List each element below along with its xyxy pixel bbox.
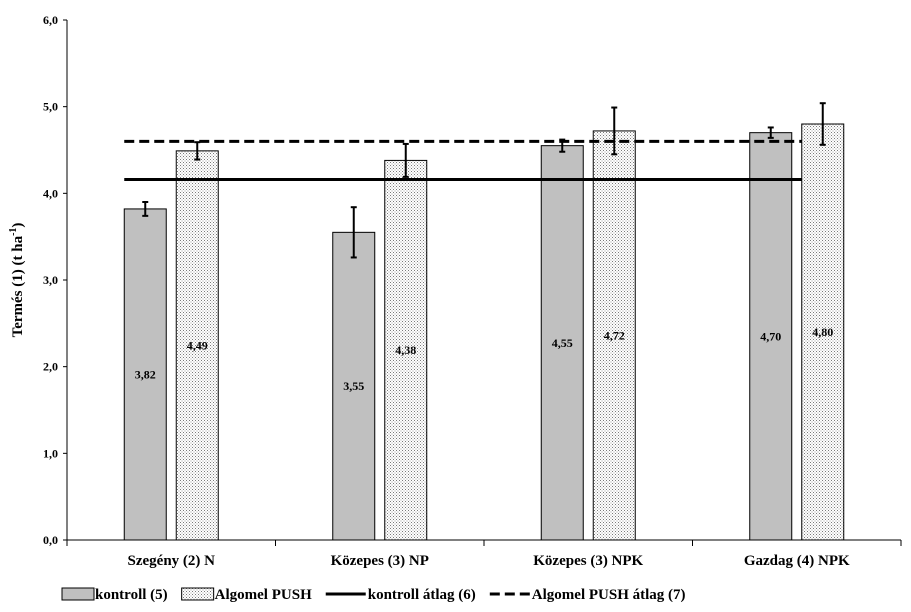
bars	[123, 123, 845, 541]
y-tick-label: 3,0	[43, 273, 58, 287]
y-tick-label: 2,0	[43, 360, 58, 374]
data-label: 4,72	[604, 328, 625, 342]
bar	[749, 132, 793, 541]
legend-label: Algomel PUSH	[215, 587, 312, 603]
y-tick-label: 4,0	[43, 186, 58, 200]
bar	[123, 208, 167, 541]
legend-label: kontroll (5)	[95, 587, 168, 603]
bar	[332, 231, 376, 541]
bar	[540, 145, 584, 541]
legend-label: kontroll átlag (6)	[368, 587, 476, 603]
data-label: 4,38	[395, 343, 416, 357]
x-tick-label: Közepes (3) NP	[331, 553, 429, 569]
legend-swatch	[181, 587, 215, 601]
data-label: 4,55	[552, 336, 573, 350]
bar	[801, 123, 845, 541]
x-tick-label: Gazdag (4) NPK	[744, 553, 850, 569]
data-label: 4,49	[187, 338, 208, 352]
bar	[592, 130, 636, 541]
y-axis-label: Termés (1) (t ha-1)	[8, 223, 26, 338]
y-tick-label: 6,0	[43, 13, 58, 27]
data-label: 4,80	[812, 325, 833, 339]
legend: kontroll (5) Algomel PUSH kontroll átlag (…	[61, 587, 686, 603]
x-tick-label: Szegény (2) N	[128, 553, 216, 569]
error-bars	[142, 102, 826, 259]
legend-swatch	[61, 587, 95, 601]
data-label: 3,82	[135, 367, 156, 381]
x-tick-label: Közepes (3) NPK	[533, 553, 643, 569]
reference-lines	[124, 139, 802, 181]
data-label: 4,70	[760, 329, 781, 343]
y-tick-label: 1,0	[43, 446, 58, 460]
data-labels: 3,82 3,55 4,55 4,70 4,49 4,38 4,72 4,80	[135, 325, 834, 393]
y-tick-label: 5,0	[43, 100, 58, 114]
data-label: 3,55	[343, 379, 364, 393]
tick-labels: 0,0 1,0 2,0 3,0 4,0 5,0 6,0 Szegény (2) N Közepe…	[43, 13, 850, 569]
bar	[175, 150, 219, 541]
y-tick-label: 0,0	[43, 533, 58, 547]
bar	[384, 159, 428, 541]
legend-label: Algomel PUSH átlag (7)	[532, 587, 686, 603]
